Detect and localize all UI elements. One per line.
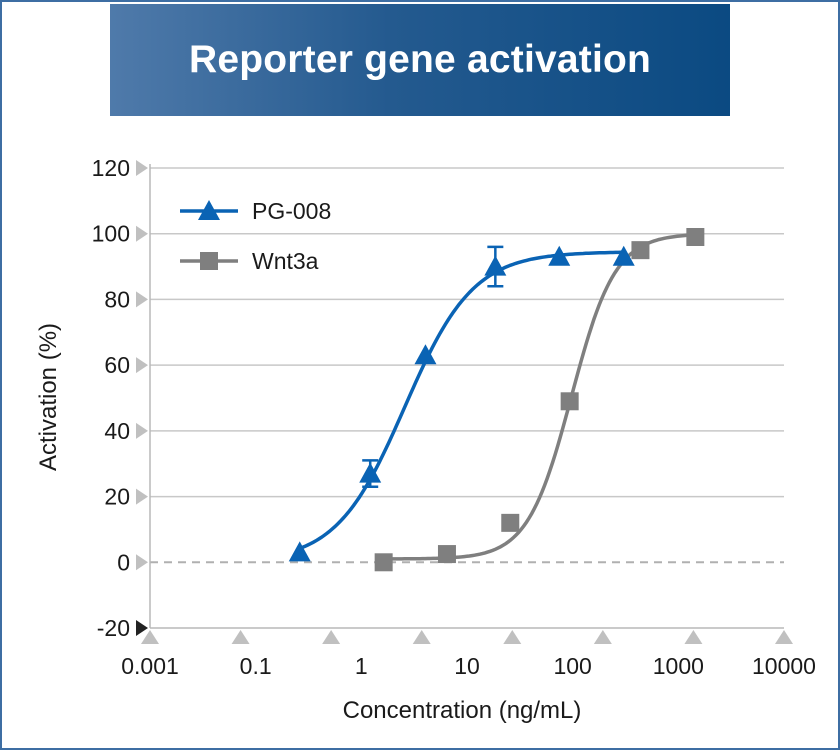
y-tick-marker (136, 357, 148, 374)
x-tick-label: 10000 (752, 653, 816, 679)
y-tick-marker (136, 620, 148, 636)
wnt3a-point (374, 553, 393, 572)
y-tick-label: 80 (104, 286, 130, 312)
y-tick-marker (136, 291, 148, 308)
y-tick-label: 0 (117, 549, 130, 575)
x-tick-label: 1 (355, 653, 368, 679)
wnt3a-point (631, 241, 650, 260)
pg008-point (359, 462, 382, 483)
y-tick-marker (136, 488, 148, 505)
pg008-point (548, 245, 571, 266)
wnt3a-curve (383, 233, 696, 561)
y-axis-title: Activation (%) (35, 323, 62, 471)
legend-label-wnt3a: Wnt3a (252, 248, 319, 274)
y-tick-marker (136, 225, 148, 242)
x-tick-marker (593, 630, 612, 644)
y-tick-label: 60 (104, 352, 130, 378)
x-tick-marker (684, 630, 703, 644)
wnt3a-point (560, 392, 579, 411)
pg008-point (288, 541, 311, 562)
x-tick-marker (503, 630, 522, 644)
legend-label-pg008: PG-008 (252, 198, 331, 224)
y-tick-label: 100 (92, 221, 130, 247)
y-tick-label: -20 (97, 615, 130, 641)
x-tick-marker (231, 630, 250, 644)
x-tick-label: 0.001 (121, 653, 179, 679)
legend-marker-pg008 (198, 200, 220, 220)
y-tick-marker (136, 554, 148, 571)
x-tick-label: 100 (553, 653, 591, 679)
y-tick-label: 120 (92, 155, 130, 181)
pg008-curve (299, 250, 624, 551)
x-tick-marker (775, 630, 793, 644)
y-tick-label: 20 (104, 484, 130, 510)
x-tick-label: 0.1 (240, 653, 272, 679)
x-tick-marker (141, 630, 159, 644)
axis-layer: -20 0 20 40 60 80 100 120 0.001 0.1 1 10 100 1000 1000… (92, 155, 816, 679)
x-tick-marker (322, 630, 341, 644)
pg008-point (414, 344, 437, 365)
y-tick-marker (136, 422, 148, 439)
wnt3a-point (437, 545, 456, 564)
title-banner: Reporter gene activation (110, 4, 730, 116)
pg008-point (484, 255, 507, 276)
chart-title: Reporter gene activation (188, 38, 652, 81)
pg008-point (612, 245, 635, 266)
legend: PG-008 Wnt3a (180, 198, 331, 274)
x-tick-label: 10 (454, 653, 480, 679)
wnt3a-point (501, 513, 520, 532)
marker-layer (288, 228, 705, 572)
legend-marker-wnt3a (200, 252, 218, 270)
x-tick-label: 1000 (653, 653, 704, 679)
y-tick-marker (136, 160, 148, 176)
y-tick-label: 40 (104, 418, 130, 444)
x-tick-marker (412, 630, 431, 644)
grid-layer (150, 167, 784, 564)
curve-layer (299, 233, 696, 561)
wnt3a-point (686, 228, 705, 246)
x-axis-title: Concentration (ng/mL) (343, 697, 582, 724)
